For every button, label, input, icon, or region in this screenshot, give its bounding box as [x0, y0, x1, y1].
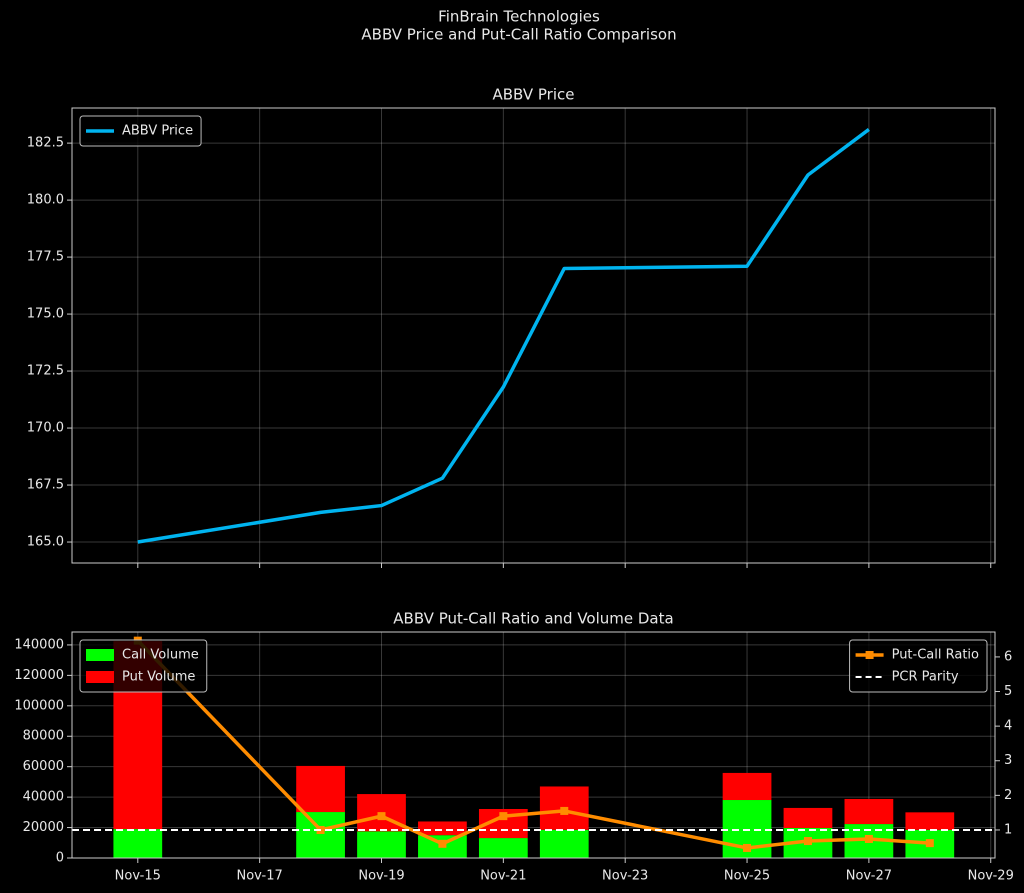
figure-subtitle: ABBV Price and Put-Call Ratio Comparison	[361, 26, 676, 44]
bar	[478, 838, 528, 858]
x-tick-label: Nov-15	[115, 869, 161, 884]
y-tick-label: 182.5	[27, 136, 64, 151]
marker	[864, 834, 873, 843]
bar	[844, 798, 894, 825]
legend-label: Put Volume	[122, 670, 195, 685]
y-tick-label: 140000	[14, 637, 64, 652]
axes-frame	[71, 107, 996, 564]
bar	[905, 812, 955, 830]
legend-label: ABBV Price	[122, 124, 193, 139]
y2-tick-label: 3	[1004, 753, 1012, 768]
legend-marker	[865, 651, 874, 659]
bar	[783, 807, 833, 829]
x-tick-label: Nov-25	[724, 869, 770, 884]
y2-tick-label: 6	[1004, 649, 1012, 664]
bar	[418, 821, 467, 836]
y-tick-label: 120000	[14, 668, 64, 683]
bar	[722, 772, 772, 801]
axes-frame	[71, 631, 996, 859]
y-tick-label: 20000	[23, 820, 64, 835]
legend-frame	[849, 639, 988, 693]
legend-swatch	[86, 671, 114, 683]
line	[137, 128, 870, 544]
y-tick-label: 167.5	[27, 478, 64, 493]
y-tick-label: 177.5	[27, 250, 64, 265]
y-tick-label: 172.5	[27, 364, 64, 379]
y-tick-label: 40000	[23, 790, 64, 805]
figure-title: FinBrain Technologies	[438, 8, 600, 26]
marker	[438, 839, 447, 848]
y-tick-label: 180.0	[27, 193, 64, 208]
x-tick-label: Nov-27	[846, 869, 892, 884]
marker	[803, 837, 812, 846]
legend-label: Put-Call Ratio	[892, 648, 979, 663]
bar	[296, 765, 345, 813]
y-tick-label: 60000	[23, 759, 64, 774]
y-tick-label: 175.0	[27, 307, 64, 322]
legend-label: PCR Parity	[892, 670, 959, 685]
y-tick-label: 165.0	[27, 535, 64, 550]
y2-tick-label: 2	[1004, 788, 1012, 803]
marker	[499, 812, 508, 821]
x-tick-label: Nov-17	[237, 869, 283, 884]
y-tick-label: 80000	[23, 729, 64, 744]
bar	[296, 812, 345, 858]
bar	[113, 829, 163, 858]
x-tick-label: Nov-21	[480, 869, 526, 884]
y2-tick-label: 4	[1004, 719, 1012, 734]
bar	[357, 831, 406, 858]
axes-title: ABBV Put-Call Ratio and Volume Data	[393, 610, 673, 628]
axes-title: ABBV Price	[492, 86, 574, 104]
y2-tick-label: 1	[1004, 822, 1012, 837]
marker	[743, 843, 752, 852]
x-tick-label: Nov-29	[968, 869, 1014, 884]
x-tick-label: Nov-19	[358, 869, 404, 884]
y2-tick-label: 5	[1004, 684, 1012, 699]
legend-label: Call Volume	[122, 648, 199, 663]
x-tick-label: Nov-23	[602, 869, 648, 884]
bar	[539, 829, 589, 858]
y-tick-label: 0	[56, 851, 64, 866]
marker	[377, 812, 386, 821]
y-tick-label: 170.0	[27, 421, 64, 436]
marker	[560, 806, 569, 815]
line	[136, 639, 930, 850]
legend-frame	[79, 115, 202, 147]
legend-swatch	[86, 649, 114, 661]
y-tick-label: 100000	[14, 698, 64, 713]
marker	[925, 839, 934, 848]
